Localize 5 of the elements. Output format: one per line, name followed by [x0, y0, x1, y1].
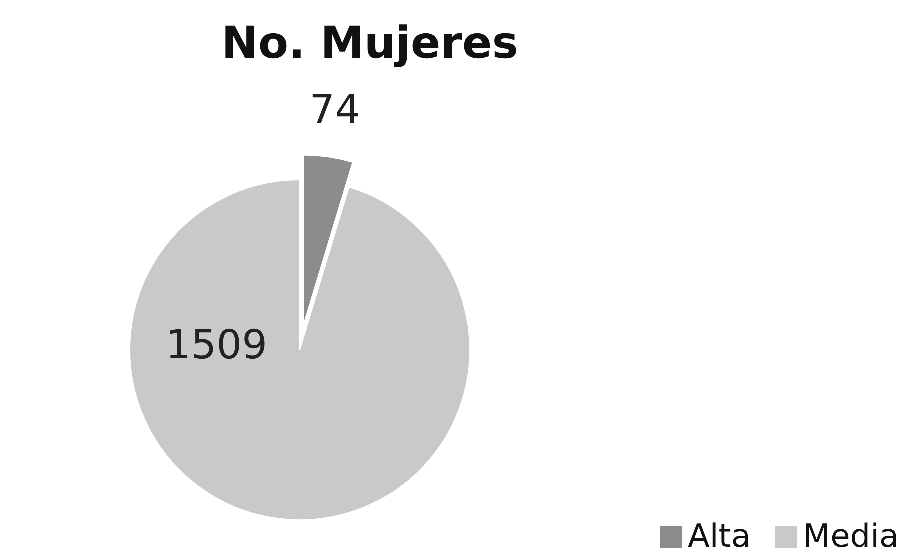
legend-label: Alta [688, 516, 751, 555]
chart-title: No. Mujeres [222, 18, 518, 69]
data-label: 1509 [166, 322, 268, 369]
legend-label: Media [803, 516, 900, 555]
data-label: 74 [310, 88, 361, 134]
